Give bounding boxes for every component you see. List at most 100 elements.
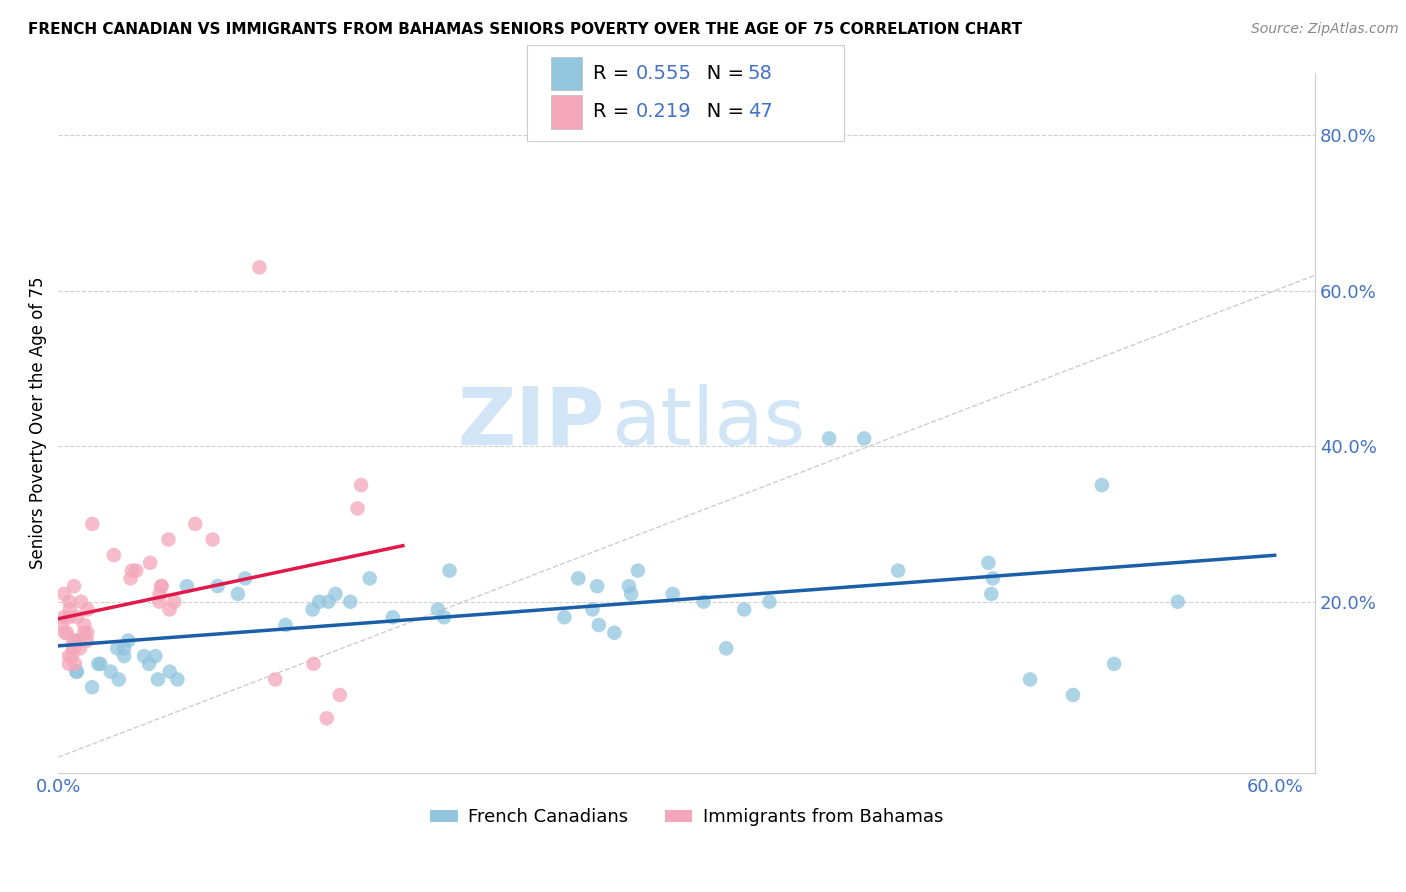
Text: 0.219: 0.219: [636, 103, 692, 121]
Point: [426, 602, 449, 616]
Point: [56, 625, 79, 640]
Point: [627, 564, 650, 578]
Point: [1167, 595, 1189, 609]
Point: [125, 564, 148, 578]
Point: [76, 625, 98, 640]
Point: [226, 587, 249, 601]
Point: [439, 564, 461, 578]
Point: [1102, 657, 1125, 671]
Point: [617, 579, 640, 593]
Point: [65, 633, 87, 648]
Point: [553, 610, 575, 624]
Point: [381, 610, 404, 624]
Point: [112, 641, 135, 656]
Point: [52, 610, 75, 624]
Point: [359, 571, 381, 585]
Point: [184, 516, 207, 531]
Point: [150, 579, 173, 593]
Point: [120, 571, 142, 585]
Point: [433, 610, 456, 624]
Point: [233, 571, 256, 585]
Point: [603, 625, 626, 640]
Point: [302, 657, 325, 671]
Point: [66, 665, 89, 679]
Point: [138, 657, 160, 671]
Point: [66, 610, 89, 624]
Point: [58, 595, 80, 609]
Point: [714, 641, 737, 656]
Point: [143, 649, 166, 664]
Point: [146, 673, 169, 687]
Point: [150, 579, 173, 593]
Point: [70, 595, 93, 609]
Point: [58, 649, 80, 664]
Text: 47: 47: [748, 103, 773, 121]
Text: 0.555: 0.555: [636, 64, 692, 83]
Point: [62, 641, 84, 656]
Point: [121, 564, 143, 578]
Point: [249, 260, 271, 275]
Point: [63, 579, 86, 593]
Point: [69, 641, 91, 656]
Point: [567, 571, 589, 585]
Point: [107, 673, 129, 687]
Point: [149, 587, 172, 601]
Text: N =: N =: [688, 103, 749, 121]
Point: [581, 602, 603, 616]
Point: [53, 587, 76, 601]
Y-axis label: Seniors Poverty Over the Age of 75: Seniors Poverty Over the Age of 75: [30, 277, 46, 569]
Point: [661, 587, 683, 601]
Point: [69, 633, 91, 648]
Point: [148, 595, 170, 609]
Point: [159, 665, 181, 679]
Point: [346, 501, 368, 516]
Point: [76, 602, 98, 616]
Point: [981, 571, 1004, 585]
Point: [588, 618, 610, 632]
Point: [176, 579, 198, 593]
Point: [51, 618, 73, 632]
Point: [62, 641, 84, 656]
Point: [82, 516, 104, 531]
Point: [159, 602, 181, 616]
Point: [329, 688, 352, 702]
Point: [58, 657, 80, 671]
Point: [89, 657, 111, 671]
Legend: French Canadians, Immigrants from Bahamas: French Canadians, Immigrants from Bahama…: [423, 801, 950, 834]
Point: [139, 556, 162, 570]
Point: [100, 665, 122, 679]
Point: [325, 587, 347, 601]
Point: [60, 649, 83, 664]
Text: atlas: atlas: [612, 384, 806, 462]
Point: [73, 618, 96, 632]
Point: [586, 579, 609, 593]
Point: [350, 478, 373, 492]
Point: [318, 595, 340, 609]
Point: [103, 548, 125, 562]
Point: [274, 618, 297, 632]
Point: [977, 556, 1000, 570]
Point: [201, 533, 224, 547]
Text: ZIP: ZIP: [458, 384, 605, 462]
Point: [53, 625, 76, 640]
Text: Source: ZipAtlas.com: Source: ZipAtlas.com: [1251, 22, 1399, 37]
Point: [1091, 478, 1114, 492]
Point: [163, 595, 186, 609]
Point: [132, 649, 155, 664]
Point: [157, 533, 180, 547]
Point: [1019, 673, 1042, 687]
Point: [63, 657, 86, 671]
Point: [733, 602, 755, 616]
Point: [65, 665, 87, 679]
Point: [887, 564, 910, 578]
Point: [980, 587, 1002, 601]
Point: [853, 431, 876, 445]
Point: [207, 579, 229, 593]
Point: [117, 633, 139, 648]
Point: [758, 595, 780, 609]
Point: [59, 602, 82, 616]
Point: [301, 602, 323, 616]
Text: R =: R =: [593, 64, 636, 83]
Text: N =: N =: [688, 64, 749, 83]
Point: [1062, 688, 1084, 702]
